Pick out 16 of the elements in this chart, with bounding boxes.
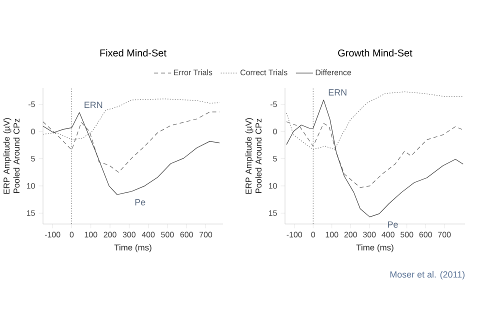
y-axis-title: ERP Amplitude (µV) Pooled Around CPz — [3, 118, 20, 194]
annotation: ERN — [84, 102, 102, 108]
line-series — [42, 112, 220, 195]
line-series — [42, 98, 220, 140]
x-axis-title: Time (ms) — [114, 244, 152, 252]
annotation: Pe — [388, 221, 398, 228]
x-axis-title: Time (ms) — [356, 244, 394, 252]
line-series — [286, 121, 464, 188]
line-series — [286, 100, 464, 218]
annotation: ERN — [328, 89, 346, 96]
chart-title: Growth Mind-Set — [338, 49, 412, 56]
y-axis-title: ERP Amplitude (µV) Pooled Around CPz — [245, 118, 262, 194]
chart-title: Fixed Mind-Set — [100, 49, 166, 56]
line-series — [42, 112, 220, 173]
text: Moser et al. (2011) — [390, 271, 465, 280]
annotation: Pe — [135, 199, 146, 206]
